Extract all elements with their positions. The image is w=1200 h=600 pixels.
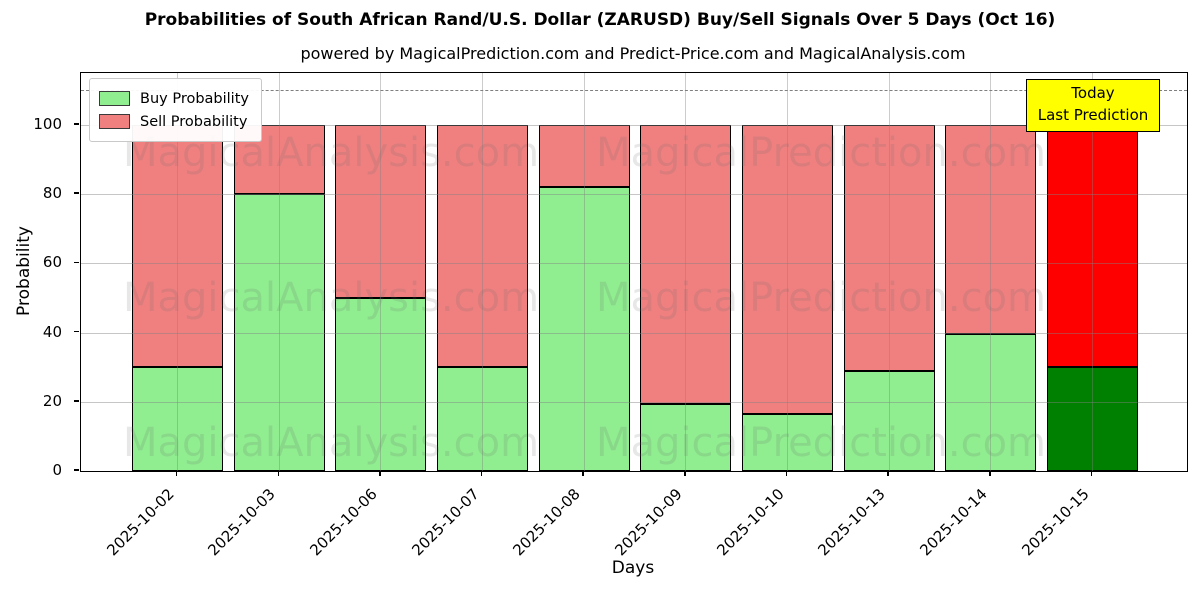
bar-segment-sell <box>335 124 427 298</box>
legend-label-buy: Buy Probability <box>140 90 249 107</box>
x-tick-label: 2025-10-09 <box>611 485 686 560</box>
bar-segment-buy <box>335 297 427 471</box>
y-axis: 0 20 40 60 80 100 <box>0 72 80 479</box>
y-tick-mark <box>74 123 79 125</box>
x-tick-label: 2025-10-13 <box>814 485 889 560</box>
bar-segment-sell <box>640 124 732 404</box>
grid-line-vertical <box>888 73 890 471</box>
bar-segment-buy <box>640 403 732 471</box>
today-annotation-box: Today Last Prediction <box>1026 79 1160 132</box>
x-tick-label: 2025-10-03 <box>204 485 279 560</box>
annotation-line-1: Today <box>1071 84 1115 102</box>
bar-segment-sell <box>538 124 630 188</box>
bar-segment-buy <box>1047 367 1139 471</box>
bar-segment-buy <box>945 334 1037 471</box>
x-tick-mark <box>989 471 991 476</box>
bar-segment-buy <box>437 367 529 471</box>
x-tick-mark <box>1090 471 1093 476</box>
x-tick-mark <box>785 471 788 476</box>
grid-line-vertical <box>1092 73 1094 471</box>
legend-item-buy: Buy Probability <box>99 87 249 110</box>
legend-item-sell: Sell Probability <box>99 110 249 133</box>
y-tick-mark <box>74 192 79 194</box>
x-tick-label: 2025-10-15 <box>1017 485 1093 560</box>
bar-segment-buy <box>538 187 630 471</box>
y-tick-label: 60 <box>42 253 62 272</box>
x-tick-mark <box>582 471 584 476</box>
grid-line-vertical <box>787 73 789 471</box>
x-tick-label: 2025-10-06 <box>306 485 381 560</box>
grid-line-horizontal <box>81 263 1187 265</box>
sell-probability-swatch-icon <box>99 114 130 129</box>
grid-line-horizontal <box>81 194 1187 196</box>
y-tick-mark <box>74 400 79 402</box>
grid-line-horizontal <box>81 332 1187 334</box>
x-tick-label: 2025-10-08 <box>509 485 584 560</box>
bar-segment-sell <box>1047 124 1139 368</box>
dashed-threshold-line <box>81 90 1187 92</box>
x-tick-mark <box>480 471 483 476</box>
chart-subtitle: powered by MagicalPrediction.com and Pre… <box>300 44 966 63</box>
bar-segment-buy <box>742 413 834 471</box>
bar-segment-sell <box>742 124 834 414</box>
bar-segment-sell <box>132 124 224 368</box>
x-tick-label: 2025-10-07 <box>407 485 483 560</box>
grid-line-horizontal <box>81 401 1187 403</box>
y-tick-label: 0 <box>52 461 62 479</box>
y-tick-mark <box>74 469 79 471</box>
bar-segment-buy <box>233 194 325 471</box>
bar-segment-buy <box>132 367 224 471</box>
bar-segment-sell <box>945 124 1037 335</box>
grid-line-vertical <box>990 73 992 471</box>
y-tick-label: 40 <box>42 322 62 341</box>
annotation-line-2: Last Prediction <box>1037 105 1149 124</box>
x-tick-mark <box>684 471 686 476</box>
buy-probability-swatch-icon <box>99 91 130 106</box>
grid-line-vertical <box>278 73 280 471</box>
bar-segment-sell <box>843 124 935 371</box>
x-tick-mark <box>379 471 381 476</box>
bar-segment-buy <box>843 370 935 471</box>
y-tick-label: 80 <box>42 184 62 203</box>
x-tick-label: 2025-10-10 <box>712 485 788 560</box>
x-tick-mark <box>277 471 279 476</box>
x-tick-mark <box>175 471 178 476</box>
y-tick-mark <box>74 330 79 333</box>
x-tick-label: 2025-10-14 <box>916 485 991 560</box>
plot-area: Buy Probability Sell Probability Today L… <box>80 72 1188 472</box>
grid-line-vertical <box>380 73 382 471</box>
grid-line-vertical <box>177 73 179 471</box>
legend: Buy Probability Sell Probability <box>89 78 262 142</box>
y-tick-label: 100 <box>33 114 62 133</box>
chart-title: Probabilities of South African Rand/U.S.… <box>144 10 1056 30</box>
legend-label-sell: Sell Probability <box>140 113 248 130</box>
x-tick-label: 2025-10-02 <box>102 485 178 560</box>
y-tick-label: 20 <box>42 391 62 410</box>
bar-segment-sell <box>437 124 529 368</box>
grid-line-horizontal <box>81 124 1187 126</box>
x-tick-mark <box>887 471 889 476</box>
grid-line-vertical <box>685 73 687 471</box>
grid-line-vertical <box>482 73 484 471</box>
grid-line-vertical <box>583 73 585 471</box>
y-tick-mark <box>74 261 79 264</box>
x-axis: 2025-10-02 2025-10-03 2025-10-06 2025-10-07… <box>80 471 1186 597</box>
x-axis-label: Days <box>611 558 655 578</box>
